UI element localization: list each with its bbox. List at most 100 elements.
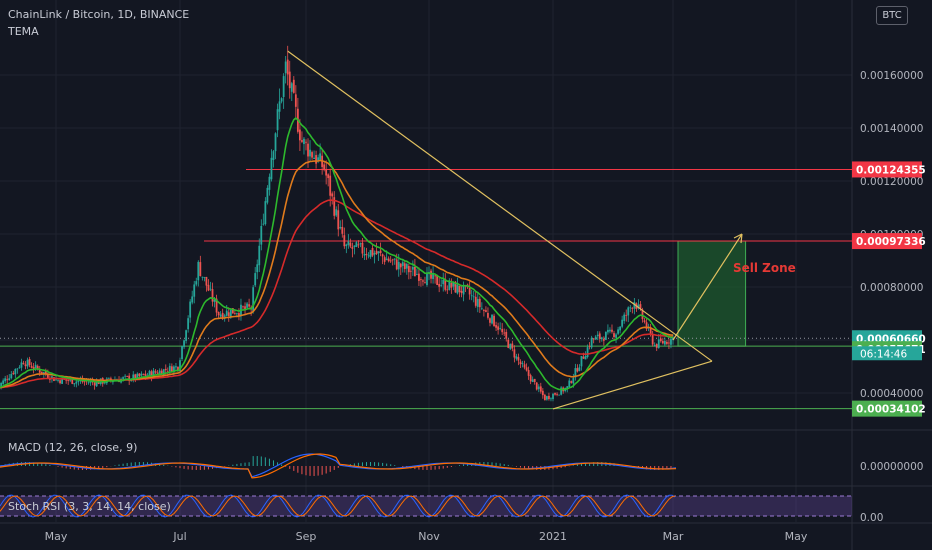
candle-body [454, 281, 457, 293]
candle-body [44, 371, 47, 375]
candle-body [347, 241, 350, 245]
candle-body [233, 313, 236, 315]
candle-body [627, 307, 630, 316]
candle-body [209, 288, 212, 290]
candle-body [416, 273, 418, 275]
candle-body [633, 301, 636, 309]
candle-body [590, 337, 593, 348]
candle-body [146, 374, 149, 376]
candle-body [238, 313, 240, 316]
x-tick-label: Mar [663, 530, 684, 543]
candle-body [497, 326, 500, 330]
candle-body [655, 343, 658, 348]
candle-body [556, 393, 558, 395]
candle-body [107, 377, 110, 379]
candle-body [57, 379, 59, 381]
candle-body [399, 263, 402, 268]
candle-body [303, 138, 305, 145]
y-tick-label: 0.00120000 [860, 176, 923, 188]
price-label-badge [852, 400, 922, 417]
x-tick-label: Jul [172, 530, 186, 543]
candle-body [156, 372, 159, 374]
candle-body [246, 303, 248, 308]
candle-body [430, 270, 432, 279]
candle-body [258, 245, 261, 266]
candle-body [403, 263, 406, 270]
candle-body [611, 329, 613, 332]
candle-body [315, 155, 317, 164]
candle-body [546, 396, 548, 400]
candle-body [89, 381, 92, 383]
candle-body [351, 246, 354, 249]
candle-body [10, 374, 13, 379]
candle-body [521, 363, 524, 364]
candle-body [152, 370, 155, 377]
candle-body [323, 164, 326, 170]
candle-body [363, 254, 366, 256]
candle-body [290, 83, 293, 92]
price-label-badge [852, 233, 922, 250]
candle-body [389, 260, 392, 262]
stoch-tick-label: 0.00 [860, 512, 883, 524]
candle-body [600, 337, 603, 340]
candle-body [262, 223, 265, 225]
candle-body [341, 226, 344, 234]
candle-body [185, 330, 187, 341]
indicator-label: TEMA [8, 25, 39, 38]
candle-body [525, 367, 528, 371]
candle-body [274, 133, 277, 152]
candle-body [65, 379, 68, 381]
candle-body [317, 157, 319, 162]
candle-body [537, 386, 540, 390]
candle-body [442, 279, 445, 285]
candle-body [456, 284, 459, 294]
arrow-head [733, 233, 743, 244]
y-tick-label: 0.00140000 [860, 123, 923, 135]
candle-body [18, 367, 21, 369]
candle-body [446, 289, 449, 291]
candle-body [552, 393, 554, 400]
candle-body [2, 380, 5, 384]
candle-body [177, 366, 179, 371]
candle-body [138, 373, 141, 377]
candle-body [95, 381, 98, 387]
candle-body [493, 315, 495, 327]
candle-body [529, 375, 532, 382]
candle-body [436, 275, 439, 285]
candle-body [179, 360, 181, 371]
candle-body [531, 379, 534, 383]
candle-body [643, 320, 646, 322]
candle-body [596, 334, 599, 337]
currency-badge[interactable]: BTC [876, 6, 908, 25]
candle-body [278, 101, 281, 112]
candle-body [663, 340, 666, 345]
candle-body [377, 251, 380, 254]
candle-body [468, 288, 471, 295]
price-label-text: 0.00034102 [856, 404, 926, 416]
candle-body [309, 149, 311, 157]
candle-body [181, 346, 183, 360]
candle-body [511, 343, 514, 349]
candle-body [197, 261, 200, 281]
candle-body [36, 365, 39, 369]
candle-body [523, 364, 526, 368]
candle-body [672, 337, 674, 340]
candle-body [160, 370, 163, 375]
candle-body [175, 366, 177, 368]
candle-body [470, 295, 473, 297]
candle-body [199, 262, 202, 277]
stoch-rsi-label: Stoch RSI (3, 3, 14, 14, close) [8, 500, 171, 513]
candle-body [499, 328, 502, 329]
candle-body [503, 332, 506, 334]
candle-body [598, 333, 601, 339]
candle-body [189, 301, 192, 318]
candle-body [594, 336, 597, 340]
candle-body [474, 296, 477, 306]
candle-body [434, 275, 436, 277]
price-label-badge [852, 161, 922, 178]
candle-body [205, 276, 208, 286]
candle-body [513, 349, 516, 358]
candle-body [588, 346, 591, 347]
candle-body [12, 372, 15, 374]
